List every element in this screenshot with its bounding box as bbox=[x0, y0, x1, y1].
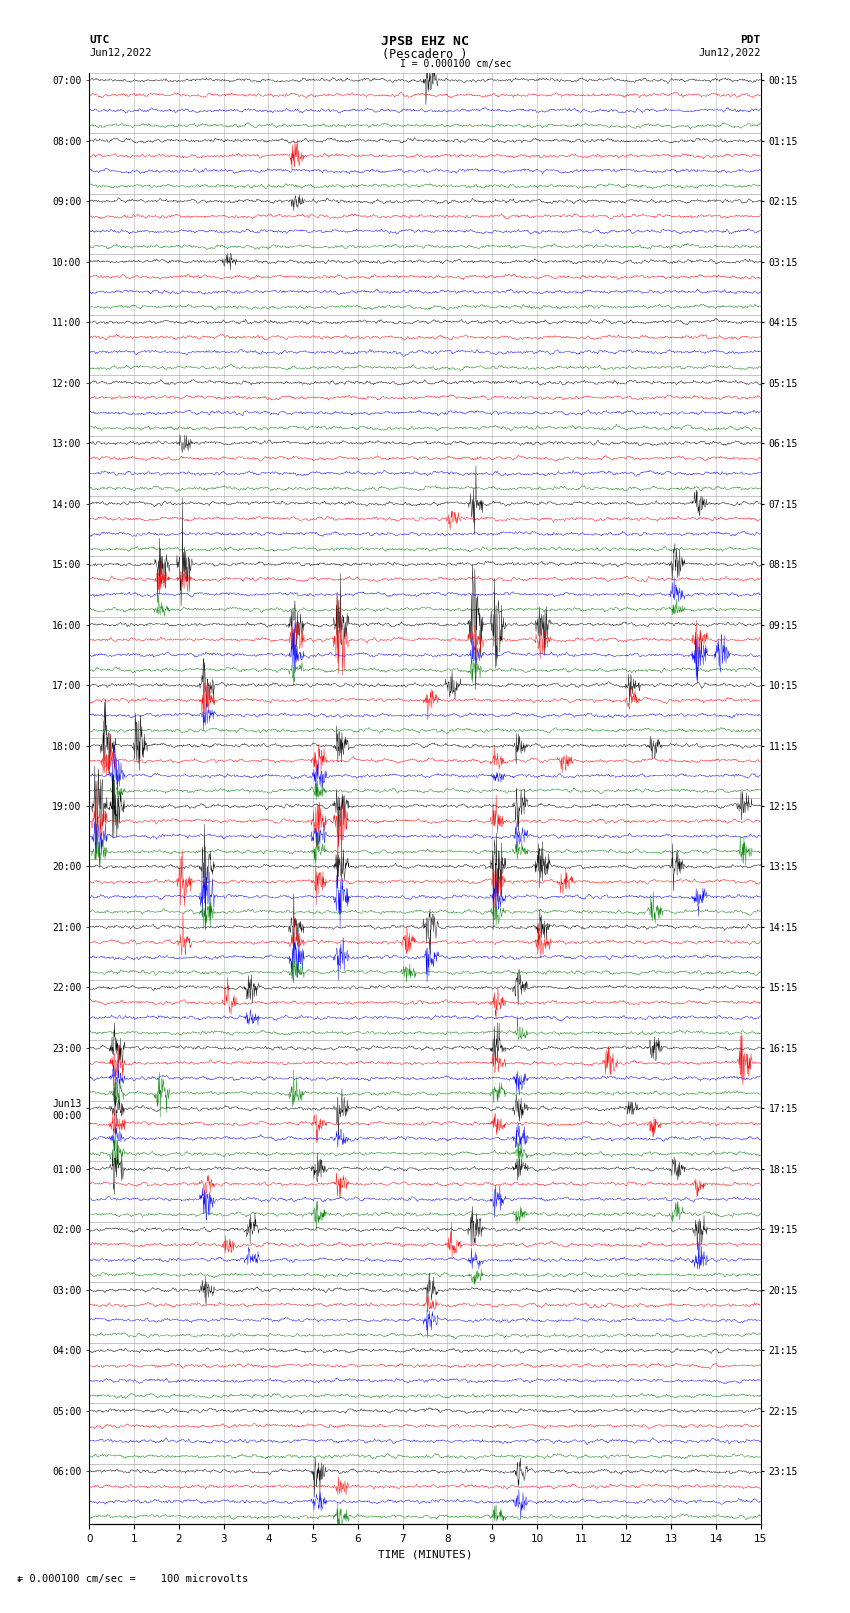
Text: (Pescadero ): (Pescadero ) bbox=[382, 47, 468, 61]
Text: UTC: UTC bbox=[89, 35, 110, 45]
Text: = 0.000100 cm/sec =    100 microvolts: = 0.000100 cm/sec = 100 microvolts bbox=[17, 1574, 248, 1584]
Text: I = 0.000100 cm/sec: I = 0.000100 cm/sec bbox=[400, 58, 511, 69]
Text: ↓: ↓ bbox=[15, 1574, 22, 1584]
Text: JPSB EHZ NC: JPSB EHZ NC bbox=[381, 35, 469, 48]
Text: PDT: PDT bbox=[740, 35, 761, 45]
X-axis label: TIME (MINUTES): TIME (MINUTES) bbox=[377, 1550, 473, 1560]
Text: Jun12,2022: Jun12,2022 bbox=[89, 47, 152, 58]
Text: Jun12,2022: Jun12,2022 bbox=[698, 47, 761, 58]
